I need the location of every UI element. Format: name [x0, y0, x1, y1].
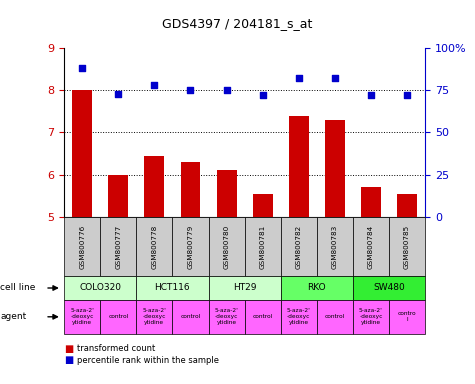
- Text: GSM800776: GSM800776: [79, 225, 85, 269]
- Point: [367, 92, 375, 98]
- Text: contro
l: contro l: [398, 311, 417, 322]
- Bar: [289, 116, 309, 217]
- Text: 5-aza-2'
-deoxyc
ytidine: 5-aza-2' -deoxyc ytidine: [215, 308, 238, 325]
- Bar: [325, 120, 345, 217]
- Bar: [217, 170, 237, 217]
- Text: GSM800785: GSM800785: [404, 225, 410, 269]
- Point: [223, 87, 230, 93]
- Text: 5-aza-2'
-deoxyc
ytidine: 5-aza-2' -deoxyc ytidine: [359, 308, 383, 325]
- Text: control: control: [253, 314, 273, 319]
- Text: GDS4397 / 204181_s_at: GDS4397 / 204181_s_at: [162, 17, 313, 30]
- Point: [114, 91, 122, 97]
- Point: [259, 92, 266, 98]
- Bar: [253, 194, 273, 217]
- Point: [78, 65, 86, 71]
- Text: ■: ■: [64, 355, 73, 365]
- Text: agent: agent: [0, 312, 27, 321]
- Text: 5-aza-2'
-deoxyc
ytidine: 5-aza-2' -deoxyc ytidine: [287, 308, 311, 325]
- Text: RKO: RKO: [307, 283, 326, 293]
- Text: GSM800784: GSM800784: [368, 225, 374, 269]
- Text: GSM800782: GSM800782: [296, 225, 302, 269]
- Text: 5-aza-2'
-deoxyc
ytidine: 5-aza-2' -deoxyc ytidine: [70, 308, 94, 325]
- Bar: [361, 187, 381, 217]
- Point: [331, 75, 339, 81]
- Text: ■: ■: [64, 344, 73, 354]
- Bar: [72, 90, 92, 217]
- Text: HT29: HT29: [233, 283, 256, 293]
- Text: HCT116: HCT116: [155, 283, 190, 293]
- Point: [151, 82, 158, 88]
- Text: cell line: cell line: [0, 283, 36, 293]
- Text: GSM800778: GSM800778: [152, 225, 157, 269]
- Text: control: control: [325, 314, 345, 319]
- Bar: [108, 175, 128, 217]
- Text: control: control: [180, 314, 200, 319]
- Point: [403, 92, 411, 98]
- Point: [187, 87, 194, 93]
- Bar: [144, 156, 164, 217]
- Bar: [397, 194, 417, 217]
- Text: control: control: [108, 314, 128, 319]
- Point: [295, 75, 303, 81]
- Text: transformed count: transformed count: [77, 344, 156, 353]
- Text: GSM800780: GSM800780: [224, 225, 229, 269]
- Text: GSM800779: GSM800779: [188, 225, 193, 269]
- Text: percentile rank within the sample: percentile rank within the sample: [77, 356, 219, 365]
- Text: GSM800783: GSM800783: [332, 225, 338, 269]
- Text: GSM800777: GSM800777: [115, 225, 121, 269]
- Bar: [180, 162, 200, 217]
- Text: COLO320: COLO320: [79, 283, 121, 293]
- Text: GSM800781: GSM800781: [260, 225, 266, 269]
- Text: SW480: SW480: [373, 283, 405, 293]
- Text: 5-aza-2'
-deoxyc
ytidine: 5-aza-2' -deoxyc ytidine: [142, 308, 166, 325]
